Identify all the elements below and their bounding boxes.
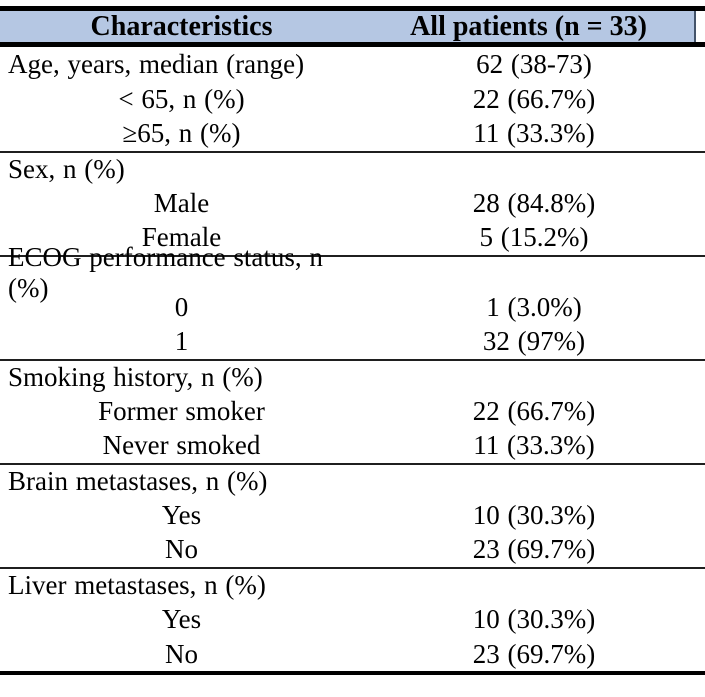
table-row-ecog: ECOG performance status, n (%) [0,242,705,303]
row-value: 10 (30.3%) [472,499,596,530]
table-row-sex-female: Female 5 (15.2%) [0,220,705,255]
row-label: Yes [161,499,202,530]
row-value: 1 (3.0%) [486,291,582,322]
row-label: Male [153,187,210,218]
table-top-rule [0,6,705,11]
row-value: 28 (84.8%) [472,187,596,218]
header-all-patients: All patients (n = 33) [410,10,647,42]
table-row-smoking-never: Never smoked 11 (33.3%) [0,429,705,464]
row-label: ECOG performance status, n (%) [8,242,323,304]
row-label: Brain metastases, n (%) [8,466,268,497]
row-value: 22 (66.7%) [472,395,596,426]
row-value: 32 (97%) [482,326,586,357]
row-label: Female [141,222,222,253]
row-label: Smoking history, n (%) [8,362,263,393]
table-bottom-rule [0,671,705,676]
header-bottom-rule [0,42,705,47]
row-label: Former smoker [98,395,265,426]
row-value: 23 (69.7%) [472,534,596,565]
table-row-brain-metastases: Brain metastases, n (%) [0,463,705,498]
table-row-age-lt65: < 65, n (%) 22 (66.7%) [0,82,705,117]
row-label: 0 [174,291,189,322]
header-characteristics: Characteristics [90,10,273,42]
row-label: Liver metastases, n (%) [8,570,266,601]
table-row-ecog-1: 1 32 (97%) [0,325,705,360]
characteristics-table: Characteristics All patients (n = 33) Ag… [0,6,705,676]
row-value: 11 (33.3%) [473,430,595,461]
table-row-smoking: Smoking history, n (%) [0,359,705,394]
table-row-brain-no: No 23 (69.7%) [0,533,705,568]
table-row-smoking-former: Former smoker 22 (66.7%) [0,394,705,429]
row-label: Sex, n (%) [8,153,125,184]
row-value: 22 (66.7%) [472,83,596,114]
row-label: Age, years, median (range) [8,48,305,79]
row-label: ≥65, n (%) [122,118,241,149]
row-value: 10 (30.3%) [472,603,596,634]
table-row-liver-yes: Yes 10 (30.3%) [0,602,705,637]
table-header-row: Characteristics All patients (n = 33) [0,11,696,42]
table-row-age: Age, years, median (range) 62 (38-73) [0,47,705,82]
row-label: Yes [161,603,202,634]
table-row-liver-no: No 23 (69.7%) [0,637,705,672]
table-row-sex-male: Male 28 (84.8%) [0,186,705,221]
row-label: 1 [174,326,189,357]
row-value: 23 (69.7%) [472,638,596,669]
row-label: No [165,534,198,565]
table-row-ecog-0: 0 1 (3.0%) [0,290,705,325]
table-row-brain-yes: Yes 10 (30.3%) [0,498,705,533]
row-label: < 65, n (%) [118,83,245,114]
row-value: 5 (15.2%) [479,222,589,253]
table-row-age-ge65: ≥65, n (%) 11 (33.3%) [0,116,705,151]
table-row-liver-metastases: Liver metastases, n (%) [0,567,705,602]
table-row-sex: Sex, n (%) [0,151,705,186]
row-label: No [165,638,198,669]
row-value: 11 (33.3%) [473,118,595,149]
row-label: Never smoked [102,430,261,461]
row-value: 62 (38-73) [476,48,592,79]
